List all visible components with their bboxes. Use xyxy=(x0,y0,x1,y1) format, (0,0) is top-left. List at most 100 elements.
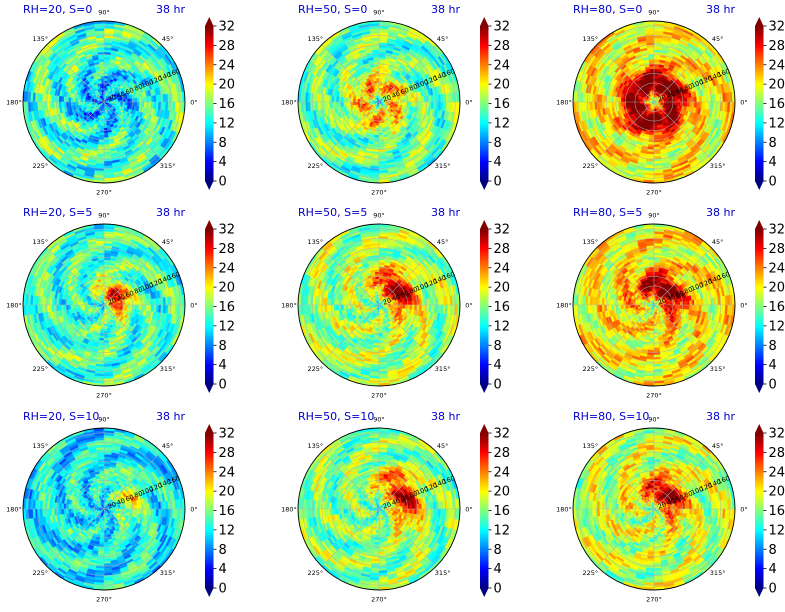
colorbar-segment xyxy=(480,118,489,121)
colorbar-segment xyxy=(480,72,489,75)
colorbar-segment xyxy=(480,168,489,172)
colorbar-segment xyxy=(480,38,489,41)
colorbar-segment xyxy=(205,115,214,119)
colorbar-segment xyxy=(480,171,489,175)
colorbar-segment xyxy=(480,79,489,83)
colorbar-segment xyxy=(480,69,489,73)
colorbar-segment xyxy=(205,96,214,100)
colorbar-segment xyxy=(480,166,489,170)
heatmap-cell xyxy=(79,98,83,103)
angle-tick-label: 90° xyxy=(98,9,110,17)
colorbar-segment xyxy=(480,76,489,80)
colorbar-segment xyxy=(480,137,489,141)
colorbar-segment xyxy=(480,81,489,85)
heatmap-cell xyxy=(103,77,108,81)
colorbar-segment xyxy=(205,139,214,143)
colorbar-segment xyxy=(480,105,489,109)
colorbar-tick-label: 28 xyxy=(494,39,511,54)
heatmap-cell xyxy=(629,98,633,103)
polar-panel: 204060801001201401600°45°90°135°180°225°… xyxy=(556,3,785,197)
polar-panel: 204060801001201401600°45°90°135°180°225°… xyxy=(6,3,235,197)
angle-tick-label: 270° xyxy=(96,189,112,197)
colorbar-tick-label: 0 xyxy=(219,175,227,190)
colorbar-segment xyxy=(205,52,214,56)
colorbar-extend-max xyxy=(480,17,489,26)
colorbar-segment xyxy=(205,50,214,54)
colorbar-segment xyxy=(205,91,214,95)
colorbar-segment xyxy=(480,139,489,143)
colorbar-tick-label: 28 xyxy=(219,39,236,54)
colorbar-segment xyxy=(480,26,489,29)
heatmap-cell xyxy=(651,115,655,119)
angle-tick-label: 45° xyxy=(162,35,174,43)
colorbar-segment xyxy=(480,50,489,54)
colorbar-segment xyxy=(480,149,489,153)
heatmap-cell xyxy=(675,101,679,106)
colorbar-segment xyxy=(205,108,214,112)
colorbar-segment xyxy=(480,113,489,117)
colorbar-segment xyxy=(480,122,489,126)
colorbar-segment xyxy=(205,166,214,170)
angle-tick-label: 0° xyxy=(190,99,197,107)
colorbar-segment xyxy=(480,125,489,129)
colorbar-segment xyxy=(480,35,489,39)
heatmap-cell xyxy=(375,123,380,127)
colorbar-segment xyxy=(480,108,489,112)
colorbar-segment xyxy=(205,142,214,146)
colorbar-extend-max xyxy=(205,17,214,26)
colorbar-segment xyxy=(480,120,489,124)
heatmap-cell xyxy=(629,101,633,106)
heatmap-cell xyxy=(637,99,641,103)
colorbar-segment xyxy=(205,125,214,129)
heatmap-cell xyxy=(101,115,105,119)
colorbar-extend-min xyxy=(480,181,489,190)
heatmap-cell xyxy=(400,98,404,103)
colorbar-segment xyxy=(205,127,214,131)
heatmap-cell xyxy=(653,123,658,127)
colorbar-tick-label: 12 xyxy=(219,116,236,131)
colorbar-segment xyxy=(205,67,214,70)
angle-tick-label: 180° xyxy=(6,99,22,107)
colorbar-segment xyxy=(205,47,214,51)
panel-title: RH=50, S=0 xyxy=(298,3,367,16)
colorbar-segment xyxy=(205,171,214,175)
colorbar-tick-label: 32 xyxy=(494,20,511,35)
heatmap-cell xyxy=(375,77,380,81)
time-label: 38 hr xyxy=(431,3,460,16)
colorbar-segment xyxy=(480,134,489,138)
colorbar-tick-label: 24 xyxy=(494,58,511,73)
colorbar-segment xyxy=(205,62,214,66)
colorbar-segment xyxy=(480,115,489,119)
heatmap-cell xyxy=(79,101,83,106)
colorbar-segment xyxy=(205,76,214,80)
colorbar-segment xyxy=(205,28,214,32)
colorbar-tick-label: 4 xyxy=(219,155,227,170)
colorbar-segment xyxy=(205,151,214,155)
colorbar-segment xyxy=(480,154,489,158)
angle-tick-label: 225° xyxy=(308,162,324,170)
panel-title: RH=20, S=0 xyxy=(23,3,92,16)
colorbar-segment xyxy=(205,81,214,85)
angle-tick-label: 45° xyxy=(437,35,449,43)
colorbar-segment xyxy=(480,74,489,78)
heatmap-cell xyxy=(117,101,121,105)
colorbar-segment xyxy=(205,59,214,63)
colorbar-tick-label: 20 xyxy=(219,78,236,93)
colorbar-segment xyxy=(205,176,214,179)
time-label: 38 hr xyxy=(156,3,185,16)
colorbar-segment xyxy=(480,57,489,61)
angle-tick-label: 135° xyxy=(33,35,49,43)
heatmap-cell xyxy=(650,123,655,127)
colorbar-segment xyxy=(205,164,214,167)
colorbar-segment xyxy=(480,161,489,165)
colorbar-segment xyxy=(480,52,489,56)
colorbar-segment xyxy=(205,147,214,150)
heatmap-cell xyxy=(675,98,679,103)
heatmap-cell xyxy=(100,123,105,127)
colorbar-segment xyxy=(205,105,214,109)
colorbar-segment xyxy=(205,113,214,117)
colorbar-segment xyxy=(480,64,489,68)
angle-tick-label: 180° xyxy=(281,99,297,107)
heatmap-cell xyxy=(378,123,383,127)
